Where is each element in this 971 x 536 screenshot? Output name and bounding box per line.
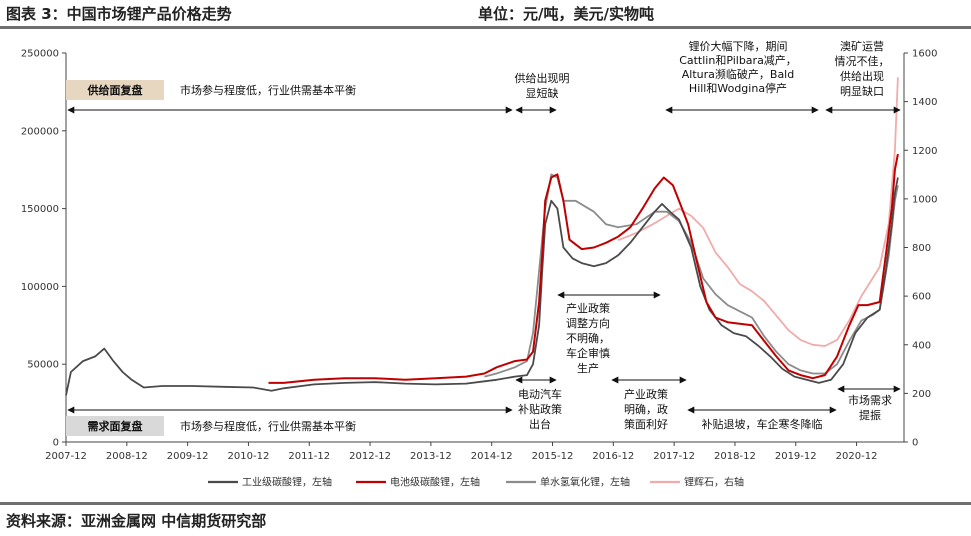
series-line-1 (268, 153, 899, 384)
left-tick-label: 0 (53, 438, 59, 449)
legend-label: 锂辉石，右轴 (684, 476, 744, 489)
note-australia: 供给出现 (840, 69, 884, 83)
note-demand-up: 提振 (859, 408, 881, 422)
left-tick-label: 200000 (21, 126, 59, 137)
right-tick-label: 0 (912, 438, 918, 449)
note-ev-subsidy: 电动汽车 (518, 387, 562, 401)
x-tick-label: 2017-12 (653, 451, 695, 462)
note-industry-policy: 生产 (577, 361, 599, 375)
left-tick-label: 100000 (21, 282, 59, 293)
right-tick-label: 1200 (912, 146, 937, 157)
x-tick-label: 2014-12 (471, 451, 513, 462)
demand-label: 需求面复盘 (88, 419, 143, 433)
legend-label: 电池级碳酸锂，左轴 (390, 476, 480, 489)
axes-layer: 0 50000 100000 150000 200000 250000 0 200 400 600… (21, 49, 938, 463)
header-bar: 图表 3：中国市场锂产品价格走势 单位：元/吨，美元/实物吨 (0, 0, 971, 24)
left-tick-label: 50000 (27, 360, 59, 371)
note-price-drop: 锂价大幅下降，期间 (689, 39, 788, 53)
supply-label: 供给面复盘 (87, 83, 143, 97)
right-tick-label: 1000 (912, 194, 937, 205)
right-tick-label: 200 (912, 389, 931, 400)
note-industry-policy: 不明确， (566, 332, 610, 345)
x-tick-label: 2007-12 (45, 451, 87, 462)
note-price-drop: Hill和Wodgina停产 (689, 81, 787, 95)
note-policy-clear: 明确，政 (624, 402, 668, 416)
right-tick-label: 600 (912, 292, 931, 303)
series-line-3 (617, 77, 899, 347)
lithium-price-chart: 0 50000 100000 150000 200000 250000 0 200 400 600… (21, 39, 938, 489)
legend-label: 单水氢氧化锂，左轴 (540, 476, 630, 489)
note-industry-policy: 产业政策 (566, 301, 610, 315)
note-ev-subsidy: 出台 (529, 417, 551, 431)
x-tick-label: 2008-12 (106, 451, 148, 462)
x-tick-label: 2015-12 (532, 451, 574, 462)
x-tick-label: 2016-12 (592, 451, 634, 462)
right-tick-label: 1400 (912, 97, 937, 108)
supply-label-box (66, 80, 164, 100)
series-line-0 (65, 177, 899, 396)
right-tick-label: 800 (912, 243, 931, 254)
right-tick-label: 1600 (912, 49, 937, 60)
x-tick-label: 2018-12 (714, 451, 756, 462)
left-tick-label: 150000 (21, 204, 59, 215)
note-price-drop: Cattlin和Pilbara减产， (679, 53, 797, 67)
demand-note: 市场参与程度低，行业供需基本平衡 (180, 419, 356, 433)
top-divider (0, 26, 971, 29)
x-tick-label: 2012-12 (349, 451, 391, 462)
note-subsidy-cut: 补贴退坡，车企寒冬降临 (702, 417, 823, 431)
right-tick-label: 400 (912, 340, 931, 351)
note-australia: 明显缺口 (840, 84, 884, 98)
x-tick-label: 2020-12 (836, 451, 878, 462)
note-policy-clear: 策面利好 (624, 417, 668, 431)
chart-title: 图表 3：中国市场锂产品价格走势 (6, 5, 232, 23)
note-supply-shortage: 供给出现明 (515, 71, 570, 85)
note-australia: 情况不佳， (835, 54, 890, 68)
demand-label-box (66, 416, 164, 436)
source-note: 资料来源：亚洲金属网 中信期货研究部 (6, 512, 267, 530)
bottom-divider (0, 502, 971, 505)
note-price-drop: Altura濒临破产，Bald (682, 67, 794, 81)
note-industry-policy: 调整方向 (566, 316, 610, 330)
x-tick-label: 2013-12 (410, 451, 452, 462)
left-tick-label: 250000 (21, 49, 59, 60)
x-tick-label: 2010-12 (228, 451, 270, 462)
note-policy-clear: 产业政策 (624, 387, 668, 401)
series-line-2 (484, 173, 899, 378)
note-supply-shortage: 显短缺 (526, 86, 559, 100)
series-layer (65, 77, 899, 396)
x-tick-label: 2009-12 (167, 451, 209, 462)
x-tick-label: 2019-12 (775, 451, 817, 462)
supply-note: 市场参与程度低，行业供需基本平衡 (180, 83, 356, 97)
note-australia: 澳矿运营 (840, 39, 884, 53)
x-tick-label: 2011-12 (288, 451, 330, 462)
note-industry-policy: 车企审慎 (566, 346, 610, 360)
unit-label: 单位：元/吨，美元/实物吨 (478, 5, 654, 23)
legend-label: 工业级碳酸锂，左轴 (242, 476, 332, 489)
note-demand-up: 市场需求 (848, 393, 892, 407)
legend: 工业级碳酸锂，左轴 电池级碳酸锂，左轴 单水氢氧化锂，左轴 锂辉石，右轴 (208, 476, 744, 489)
note-ev-subsidy: 补贴政策 (518, 402, 562, 416)
